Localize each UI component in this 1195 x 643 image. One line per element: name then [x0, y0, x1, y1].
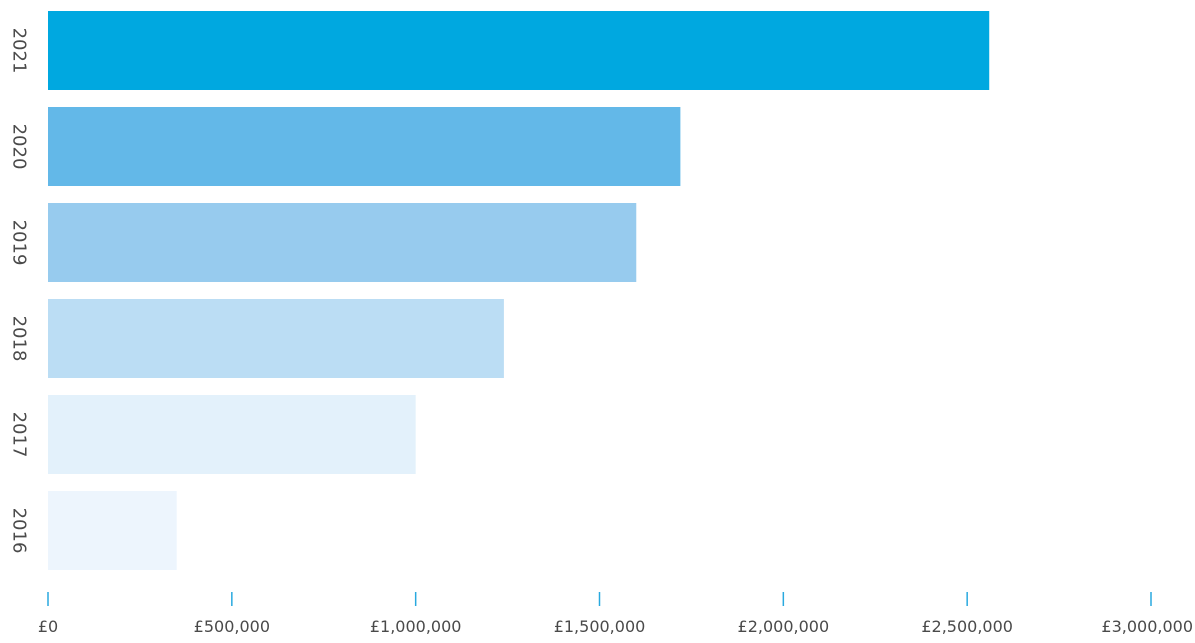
y-tick-label-2018: 2018 [9, 316, 30, 362]
bar-2017 [48, 395, 416, 474]
bar-2020 [48, 107, 681, 186]
y-tick-label-2019: 2019 [9, 220, 30, 266]
y-axis-labels: 2021 2020 2019 2018 2017 2016 [9, 28, 30, 554]
bar-2016 [48, 491, 177, 570]
y-tick-label-2016: 2016 [9, 508, 30, 554]
y-tick-label-2021: 2021 [9, 28, 30, 74]
x-tick-label: £0 [38, 617, 58, 636]
x-tick-label: £2,500,000 [921, 617, 1013, 636]
x-tick-label: £1,500,000 [554, 617, 646, 636]
bar-2019 [48, 203, 637, 282]
bars-layer [48, 11, 990, 570]
x-tick-label: £2,000,000 [738, 617, 830, 636]
x-axis: £0 £500,000 £1,000,000 £1,500,000 £2,000,000… [38, 592, 1193, 636]
x-tick-label: £1,000,000 [370, 617, 462, 636]
x-tick-label: £500,000 [194, 617, 270, 636]
bar-2021 [48, 11, 990, 90]
y-tick-label-2017: 2017 [9, 412, 30, 458]
x-tick-label: £3,000,000 [1101, 617, 1193, 636]
bar-2018 [48, 299, 504, 378]
y-tick-label-2020: 2020 [9, 124, 30, 170]
